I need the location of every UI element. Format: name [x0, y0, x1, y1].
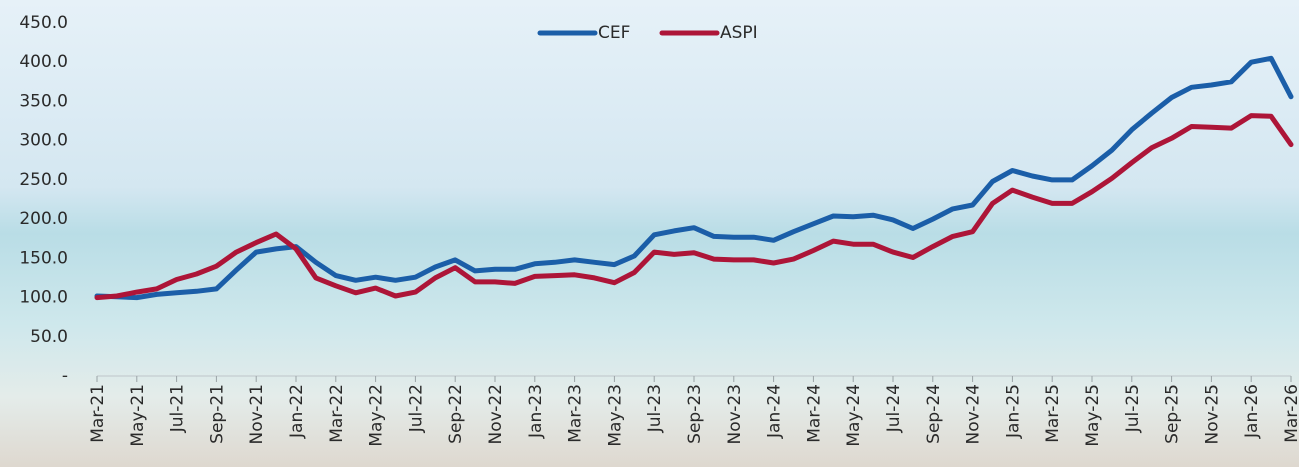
- x-tick-label: Jul-24: [884, 384, 904, 433]
- y-tick-label: 450.0: [19, 13, 68, 33]
- legend-label: CEF: [598, 23, 630, 43]
- x-tick-label: Jul-22: [406, 384, 426, 433]
- x-tick-label: Jan-23: [526, 384, 546, 439]
- chart: - 50.0 100.0 150.0 200.0 250.0 300.0 350.0 400.0…: [0, 0, 1299, 467]
- x-tick-label: Sep-21: [207, 384, 227, 444]
- x-tick-label: Jul-21: [168, 384, 188, 433]
- x-tick-label: Sep-24: [924, 384, 944, 444]
- x-tick-label: Nov-25: [1202, 384, 1222, 445]
- y-tick-label: 350.0: [19, 91, 68, 111]
- x-tick-label: Jul-25: [1123, 384, 1143, 433]
- x-tick-label: Nov-22: [486, 384, 506, 445]
- x-tick-label: May-25: [1083, 384, 1103, 447]
- x-tick-label: Nov-24: [964, 384, 984, 445]
- x-tick-label: Sep-22: [446, 384, 466, 444]
- y-tick-label: 100.0: [19, 288, 68, 308]
- x-tick-label: Mar-26: [1282, 384, 1299, 443]
- y-tick-label: 400.0: [19, 52, 68, 72]
- x-tick-label: Nov-23: [725, 384, 745, 445]
- x-tick-label: Mar-25: [1043, 384, 1063, 443]
- x-tick-label: Sep-23: [685, 384, 705, 444]
- x-tick-label: May-22: [367, 384, 387, 447]
- x-tick-label: Jul-23: [645, 384, 665, 433]
- x-tick-label: Jan-26: [1242, 384, 1262, 439]
- y-tick-label: 50.0: [30, 327, 68, 347]
- x-tick-label: Jan-25: [1003, 384, 1023, 439]
- x-tick-label: May-24: [844, 384, 864, 447]
- x-tick-label: May-23: [605, 384, 625, 447]
- legend-label: ASPI: [720, 23, 758, 43]
- y-tick-label: -: [62, 366, 68, 386]
- x-tick-label: May-21: [128, 384, 148, 447]
- x-tick-label: Mar-21: [88, 384, 108, 443]
- x-tick-label: Jan-24: [765, 384, 785, 439]
- x-tick-label: Mar-22: [327, 384, 347, 443]
- y-tick-label: 300.0: [19, 131, 68, 151]
- y-tick-label: 250.0: [19, 170, 68, 190]
- y-tick-label: 200.0: [19, 209, 68, 229]
- y-tick-label: 150.0: [19, 248, 68, 268]
- x-tick-label: Mar-23: [566, 384, 586, 443]
- x-tick-label: Jan-22: [287, 384, 307, 439]
- x-tick-label: Sep-25: [1163, 384, 1183, 444]
- x-tick-label: Nov-21: [247, 384, 267, 445]
- page: {"chart_data": {"type": "line", "categor…: [0, 0, 1299, 467]
- x-tick-label: Mar-24: [804, 384, 824, 443]
